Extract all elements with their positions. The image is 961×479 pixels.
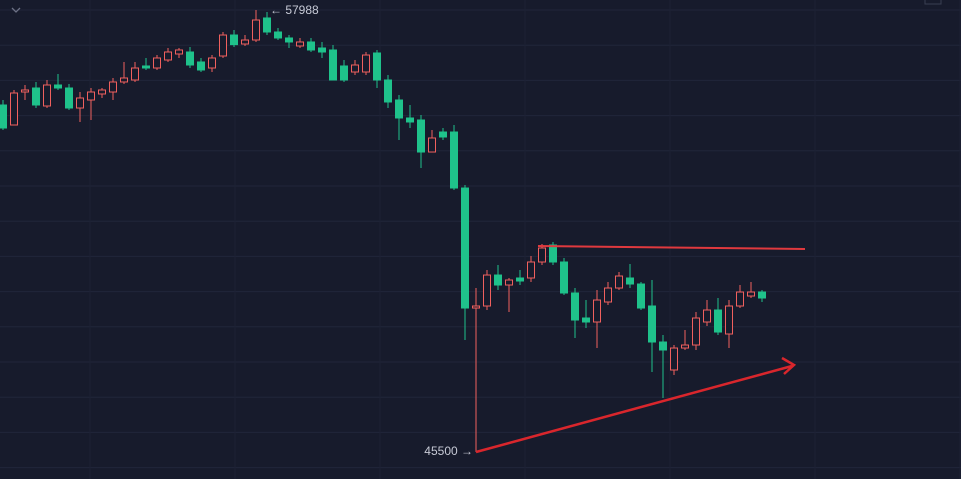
up-body [362,54,370,73]
down-body [395,99,403,119]
down-body [659,341,667,351]
down-body [494,274,502,286]
up-body [428,137,436,153]
up-body [252,19,260,41]
down-body [54,84,62,89]
down-body [142,65,150,69]
down-body [714,309,722,333]
low-annotation: 45500 → [424,444,473,458]
up-body [703,309,711,323]
up-body [131,67,139,81]
down-body [461,187,469,309]
down-body [406,117,414,123]
candles [0,9,766,453]
down-body [626,277,634,285]
up-body [527,261,535,279]
up-body [505,279,513,286]
up-body [692,317,700,346]
down-body [186,51,194,66]
down-body [32,87,40,106]
down-body [417,119,425,153]
down-body [65,87,73,109]
collapse-chevron[interactable] [11,7,21,13]
down-body [340,65,348,81]
down-body [571,292,579,321]
down-body [285,37,293,43]
up-body [43,84,51,107]
down-body [450,131,458,189]
up-body [175,49,183,55]
down-body [329,49,337,81]
down-body [263,17,271,33]
down-body [549,244,557,263]
support-arrowhead [781,356,797,375]
up-body [472,305,480,309]
up-body [76,97,84,109]
support-line [475,364,793,454]
down-body [274,31,282,39]
down-body [560,261,568,294]
up-body [725,305,733,335]
up-body [98,89,106,95]
up-body [219,34,227,57]
up-body [241,39,249,45]
up-body [483,274,491,307]
down-body [582,317,590,323]
corner-button[interactable] [924,0,942,5]
up-body [10,92,18,126]
resistance-line [537,245,806,250]
up-body [736,291,744,307]
up-body [296,41,304,47]
high-annotation: ← 57988 [270,3,319,17]
up-body [120,77,128,83]
up-body [153,57,161,69]
up-body [87,91,95,101]
up-body [164,51,172,61]
down-body [384,79,392,103]
down-body [758,291,766,299]
up-body [109,81,117,93]
up-body [593,299,601,323]
down-body [439,131,447,138]
up-body [604,287,612,303]
up-body [538,247,546,263]
up-body [351,64,359,73]
down-body [0,104,7,129]
up-body [208,57,216,69]
up-body [615,275,623,289]
up-body [670,347,678,371]
down-body [637,283,645,309]
down-body [318,47,326,53]
up-body [681,344,689,349]
down-body [516,277,524,282]
down-body [648,305,656,343]
up-body [21,89,29,93]
down-body [230,34,238,46]
down-body [373,52,381,81]
up-body [747,291,755,297]
down-body [307,41,315,51]
down-body [197,61,205,71]
